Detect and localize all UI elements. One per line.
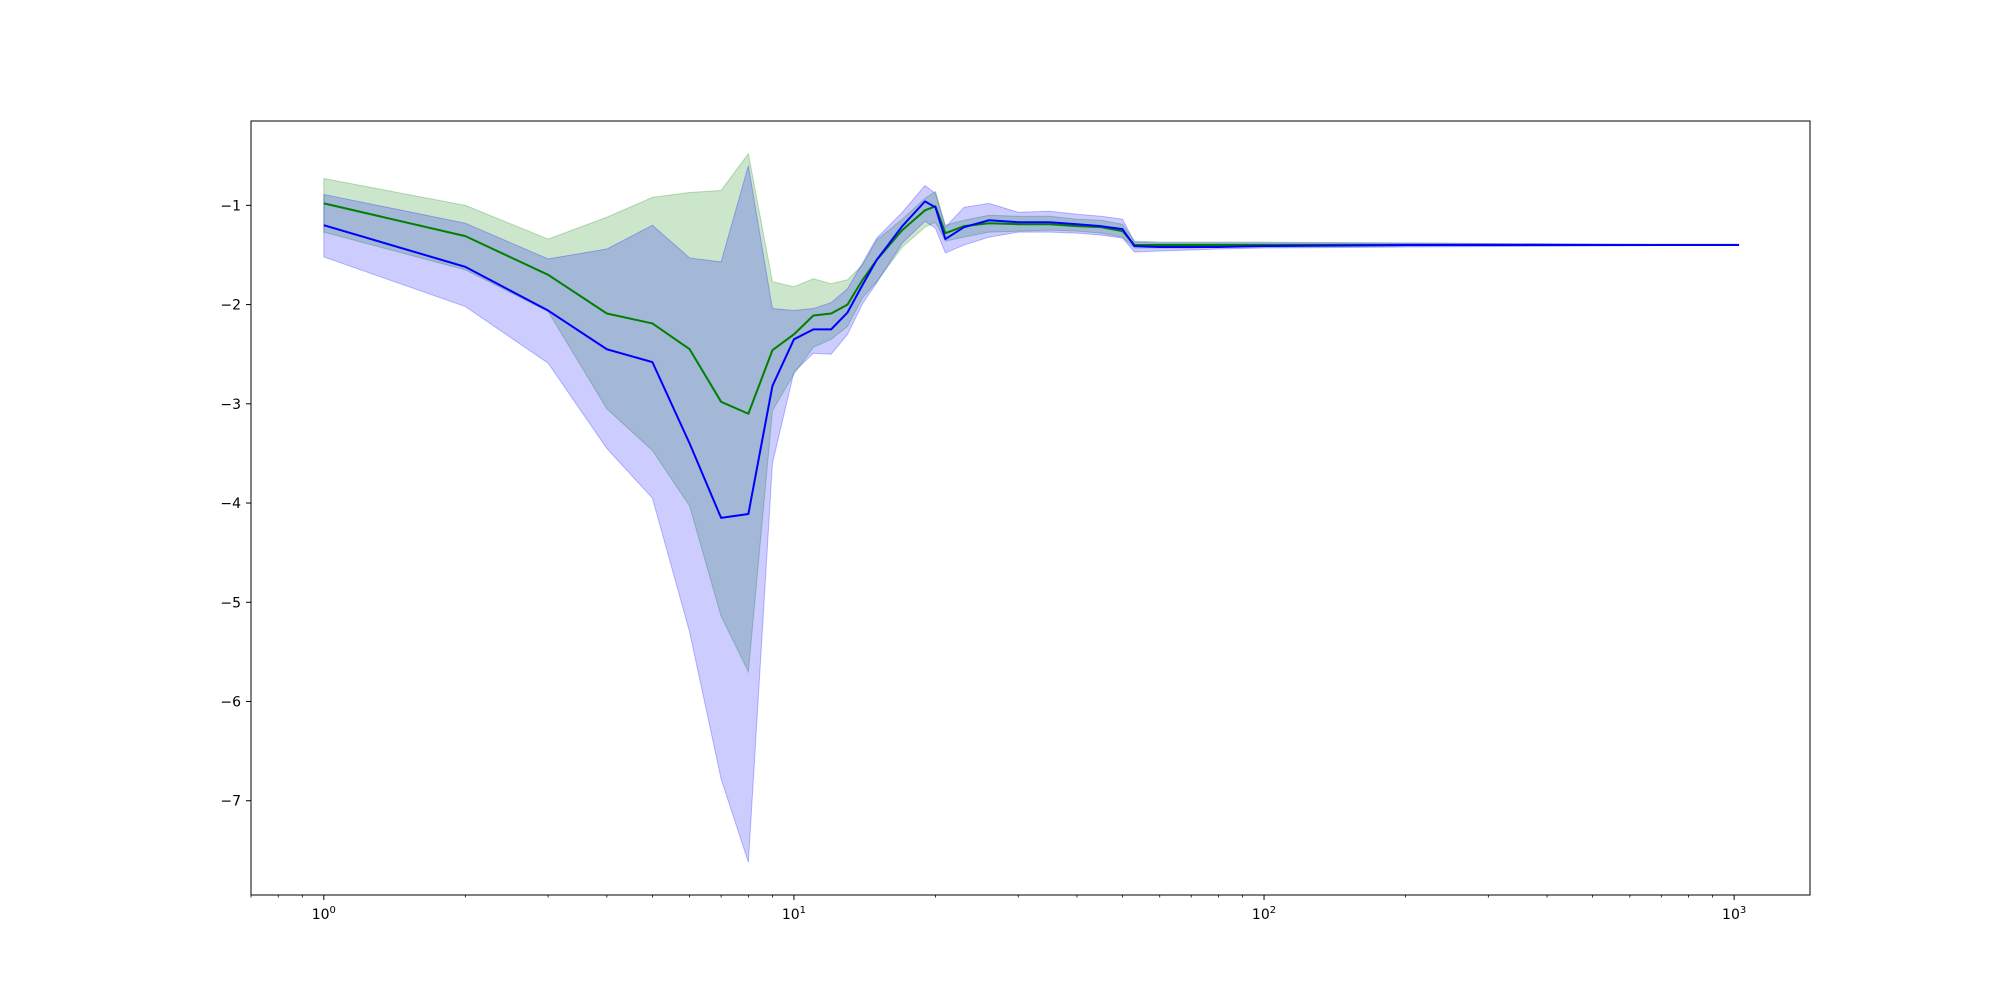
y-tick-label: −1 [220, 198, 241, 214]
y-tick-label: −5 [220, 595, 241, 611]
y-axis: −1 −2 −3 −4 −5 −6 −7 [220, 198, 251, 810]
y-tick-label: −4 [220, 496, 241, 512]
series-line-2 [323, 200, 1739, 519]
y-tick-label: −3 [220, 397, 241, 413]
x-tick-label: 101 [782, 905, 806, 923]
y-tick-label: −7 [220, 794, 241, 810]
x-tick-label: 103 [1722, 905, 1746, 923]
x-tick-label: 102 [1252, 905, 1276, 923]
x-axis: 100 101 102 103 [250, 895, 1746, 923]
y-tick-label: −6 [220, 695, 241, 711]
y-tick-label: −2 [220, 298, 241, 314]
series-line-1 [323, 202, 1739, 415]
x-tick-label: 100 [312, 905, 336, 923]
series-lines [323, 200, 1739, 519]
plot-frame [250, 120, 1811, 896]
